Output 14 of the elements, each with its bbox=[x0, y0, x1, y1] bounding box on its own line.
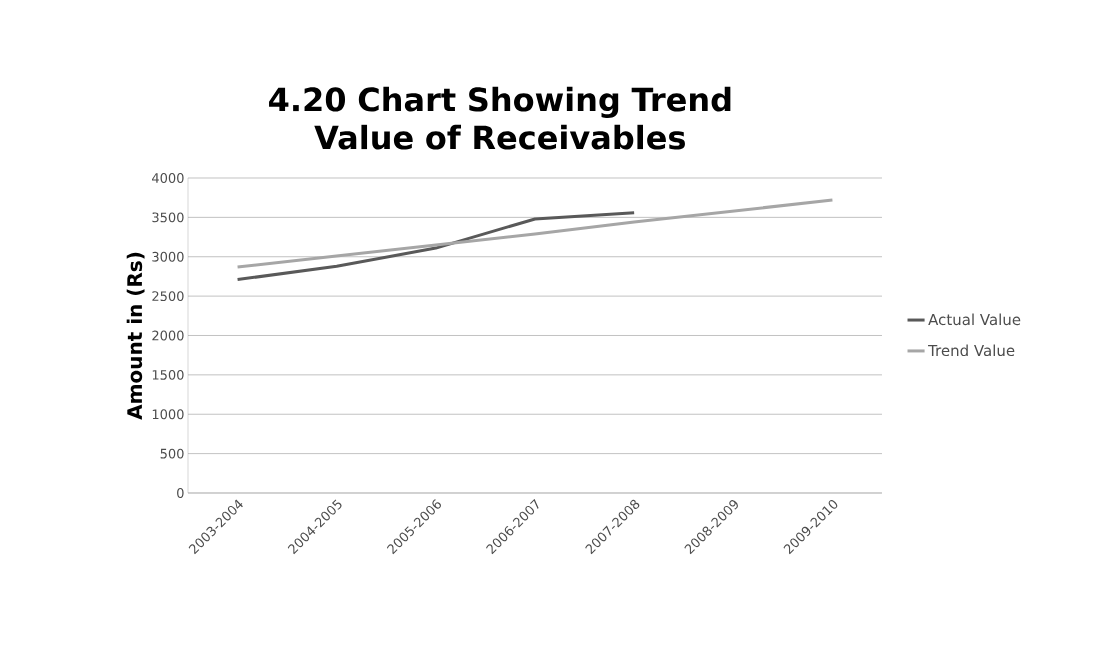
legend-label: Trend Value bbox=[928, 344, 1015, 357]
chart-title: 4.20 Chart Showing Trend Value of Receivables bbox=[269, 86, 731, 150]
y-tick-label: 2000 bbox=[152, 330, 184, 341]
y-tick-label: 1000 bbox=[152, 409, 184, 420]
y-tick-label: 3000 bbox=[152, 251, 184, 262]
line-series bbox=[236, 211, 636, 282]
legend-label: Actual Value bbox=[928, 313, 1021, 326]
y-tick-label: 0 bbox=[177, 488, 184, 498]
y-tick-label: 2500 bbox=[152, 291, 184, 302]
y-axis-title: Amount in (Rs) bbox=[126, 252, 145, 420]
y-tick-label: 1500 bbox=[152, 369, 184, 380]
y-tick-label: 4000 bbox=[152, 173, 184, 183]
y-tick-label: 3500 bbox=[152, 212, 184, 223]
y-tick-label: 500 bbox=[160, 448, 184, 459]
